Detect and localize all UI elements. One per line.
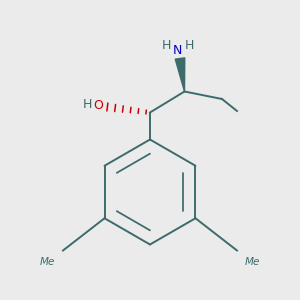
Polygon shape <box>175 58 185 92</box>
Text: H: H <box>162 39 171 52</box>
Text: N: N <box>173 44 182 57</box>
Text: Me: Me <box>40 257 56 267</box>
Text: H: H <box>82 98 92 112</box>
Text: H: H <box>184 39 194 52</box>
Text: O: O <box>93 99 103 112</box>
Text: Me: Me <box>244 257 260 267</box>
